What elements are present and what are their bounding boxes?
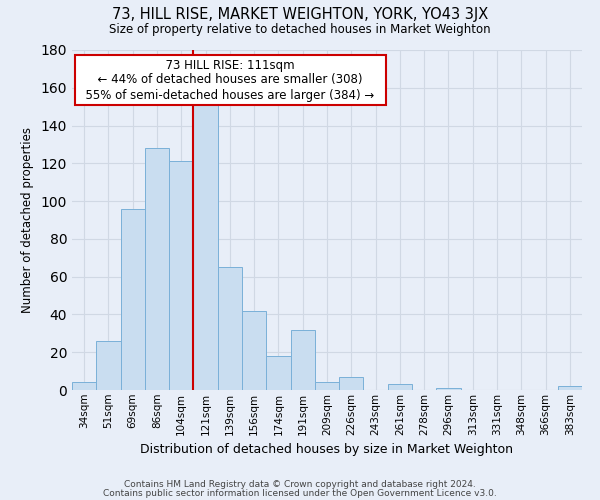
Bar [96, 341, 121, 390]
Text: Size of property relative to detached houses in Market Weighton: Size of property relative to detached ho… [109, 24, 491, 36]
Bar [72, 382, 96, 390]
Bar [266, 356, 290, 390]
Text: 73 HILL RISE: 111sqm  
  ← 44% of detached houses are smaller (308)  
  55% of s: 73 HILL RISE: 111sqm ← 44% of detached h… [78, 58, 382, 102]
Bar [218, 267, 242, 390]
Bar [339, 377, 364, 390]
Bar [121, 208, 145, 390]
Text: Contains public sector information licensed under the Open Government Licence v3: Contains public sector information licen… [103, 488, 497, 498]
Text: 73, HILL RISE, MARKET WEIGHTON, YORK, YO43 3JX: 73, HILL RISE, MARKET WEIGHTON, YORK, YO… [112, 8, 488, 22]
Bar [242, 310, 266, 390]
Bar [388, 384, 412, 390]
Bar [169, 162, 193, 390]
Bar [193, 105, 218, 390]
Bar [436, 388, 461, 390]
Text: Contains HM Land Registry data © Crown copyright and database right 2024.: Contains HM Land Registry data © Crown c… [124, 480, 476, 489]
Bar [145, 148, 169, 390]
Y-axis label: Number of detached properties: Number of detached properties [20, 127, 34, 313]
Bar [290, 330, 315, 390]
X-axis label: Distribution of detached houses by size in Market Weighton: Distribution of detached houses by size … [140, 443, 514, 456]
Bar [558, 386, 582, 390]
Bar [315, 382, 339, 390]
